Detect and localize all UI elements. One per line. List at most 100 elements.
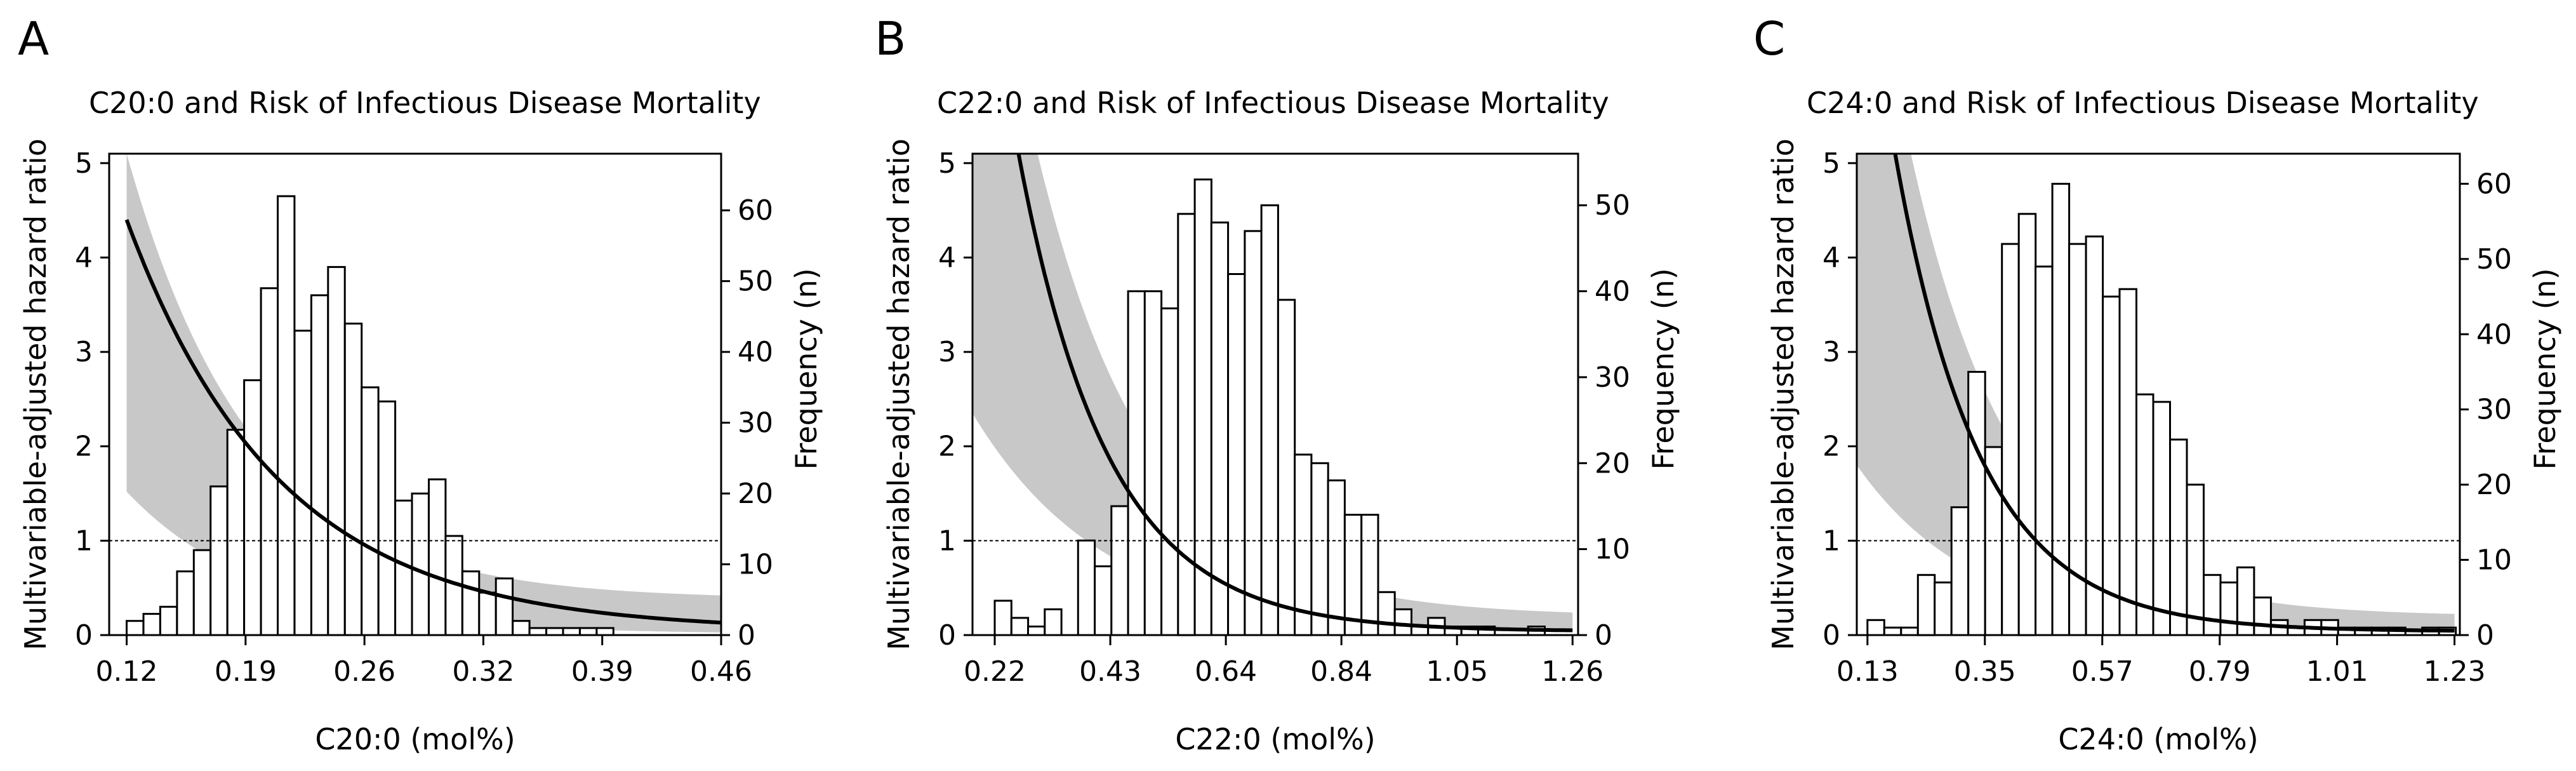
histogram-bar <box>2118 288 2137 636</box>
y-tick-label: 4 <box>1822 241 1840 274</box>
y-tick-label: 5 <box>75 147 93 180</box>
chart-title: C24:0 and Risk of Infectious Disease Mor… <box>1807 86 2479 120</box>
y2-tick-label: 50 <box>2476 243 2512 276</box>
histogram-bar <box>1883 626 1902 636</box>
x-tick-label: 1.05 <box>1426 655 1488 688</box>
y-tick-label: 2 <box>938 431 956 463</box>
y2-axis-label: Frequency (n) <box>1646 268 1680 469</box>
histogram-bar <box>361 386 380 636</box>
histogram-bar <box>1027 626 1046 636</box>
histogram-bar <box>1967 371 1986 636</box>
y2-tick-label: 20 <box>1595 447 1630 479</box>
y2-tick-label: 30 <box>738 407 773 439</box>
x-tick-label: 0.35 <box>1954 655 2016 688</box>
histogram-bar <box>1044 608 1063 636</box>
histogram <box>1866 182 2457 636</box>
x-tick-label: 0.64 <box>1195 655 1257 688</box>
histogram-bar <box>1310 462 1329 636</box>
histogram-bar <box>126 620 145 636</box>
histogram-bar <box>478 591 497 636</box>
x-tick-label: 0.22 <box>964 655 1026 688</box>
y2-tick-label: 60 <box>2476 168 2512 200</box>
y-tick-label: 5 <box>938 147 956 180</box>
panel-c: C C24:0 and Risk of Infectious Disease Mo… <box>1753 12 2562 756</box>
histogram-bar <box>277 195 296 636</box>
histogram-bar <box>1127 290 1146 636</box>
histogram-bar <box>1094 565 1113 636</box>
y-tick-label: 4 <box>75 241 93 274</box>
histogram-bar <box>2035 265 2054 636</box>
x-tick-label: 0.32 <box>452 655 514 688</box>
histogram-bar <box>2102 295 2121 636</box>
histogram-bar <box>411 492 430 636</box>
histogram-bar <box>1210 221 1230 636</box>
histogram-bar <box>495 577 514 636</box>
panel-letter: A <box>18 12 49 65</box>
y-tick-label: 1 <box>75 525 93 557</box>
histogram-bar <box>2253 596 2272 636</box>
y-tick-label: 0 <box>75 619 93 652</box>
y2-tick-label: 20 <box>738 478 773 510</box>
histogram-bar <box>1934 581 1953 636</box>
histogram-bar <box>1377 591 1396 636</box>
y2-tick-label: 0 <box>2476 619 2494 652</box>
x-tick-label: 0.57 <box>2071 655 2134 688</box>
histogram-bar <box>2017 213 2037 636</box>
y2-tick-label: 0 <box>738 619 755 652</box>
histogram <box>126 195 614 636</box>
histogram-bar <box>192 549 212 636</box>
histogram-bar <box>1393 608 1412 636</box>
histogram-bar <box>512 620 531 636</box>
x-tick-label: 0.43 <box>1079 655 1141 688</box>
panel-letter: B <box>875 12 906 65</box>
chart-title: C22:0 and Risk of Infectious Disease Mor… <box>937 86 1609 120</box>
histogram-bar <box>993 600 1012 636</box>
histogram-bar <box>545 627 564 636</box>
y-axis-label: Multivariable-adjusted hazard ratio <box>882 138 916 650</box>
histogram-bar <box>1010 617 1030 636</box>
y-tick-label: 1 <box>1822 525 1840 557</box>
histogram-bar <box>579 627 598 636</box>
y2-tick-label: 30 <box>2476 394 2512 426</box>
histogram-bar <box>159 605 178 636</box>
y2-tick-label: 60 <box>738 194 773 227</box>
histogram-bar <box>1900 626 1919 636</box>
y2-tick-label: 0 <box>1595 619 1612 652</box>
histogram-bar <box>327 265 346 636</box>
x-tick-label: 1.23 <box>2424 655 2486 688</box>
histogram-bar <box>142 613 161 636</box>
x-tick-label: 1.01 <box>2306 655 2368 688</box>
y-tick-label: 2 <box>75 431 93 463</box>
histogram-bar <box>1244 230 1263 636</box>
histogram-bar <box>1227 273 1246 636</box>
y-tick-label: 4 <box>938 241 956 274</box>
histogram-bar <box>1360 514 1379 636</box>
x-tick-label: 0.19 <box>215 655 277 688</box>
histogram-bar <box>1160 307 1179 636</box>
histogram-bar <box>2186 483 2205 636</box>
histogram-bar <box>1143 290 1163 636</box>
histogram-bar <box>2085 235 2104 636</box>
x-tick-label: 0.46 <box>690 655 752 688</box>
histogram-bar <box>428 478 447 636</box>
x-tick-label: 0.26 <box>333 655 395 688</box>
chart-title: C20:0 and Risk of Infectious Disease Mor… <box>89 86 761 120</box>
histogram-bar <box>1177 213 1196 636</box>
y-tick-label: 3 <box>75 336 93 368</box>
panel-b: B C22:0 and Risk of Infectious Disease Mo… <box>875 12 1680 756</box>
plot-frame <box>971 152 1579 636</box>
x-axis-label: C24:0 (mol%) <box>2058 722 2258 756</box>
y2-tick-label: 30 <box>1595 361 1630 394</box>
histogram-bar <box>2169 438 2188 636</box>
x-tick-label: 1.26 <box>1541 655 1603 688</box>
histogram-bar <box>2219 581 2238 636</box>
x-axis-label: C20:0 (mol%) <box>315 722 515 756</box>
histogram-bar <box>1984 446 2003 636</box>
histogram-bar <box>2135 393 2154 636</box>
y2-axis-label: Frequency (n) <box>2528 268 2562 469</box>
plot-frame <box>108 152 722 636</box>
histogram-bar <box>1866 619 1885 636</box>
x-tick-label: 0.84 <box>1310 655 1372 688</box>
panel-a: A C20:0 and Risk of Infectious Disease Mo… <box>18 12 823 756</box>
